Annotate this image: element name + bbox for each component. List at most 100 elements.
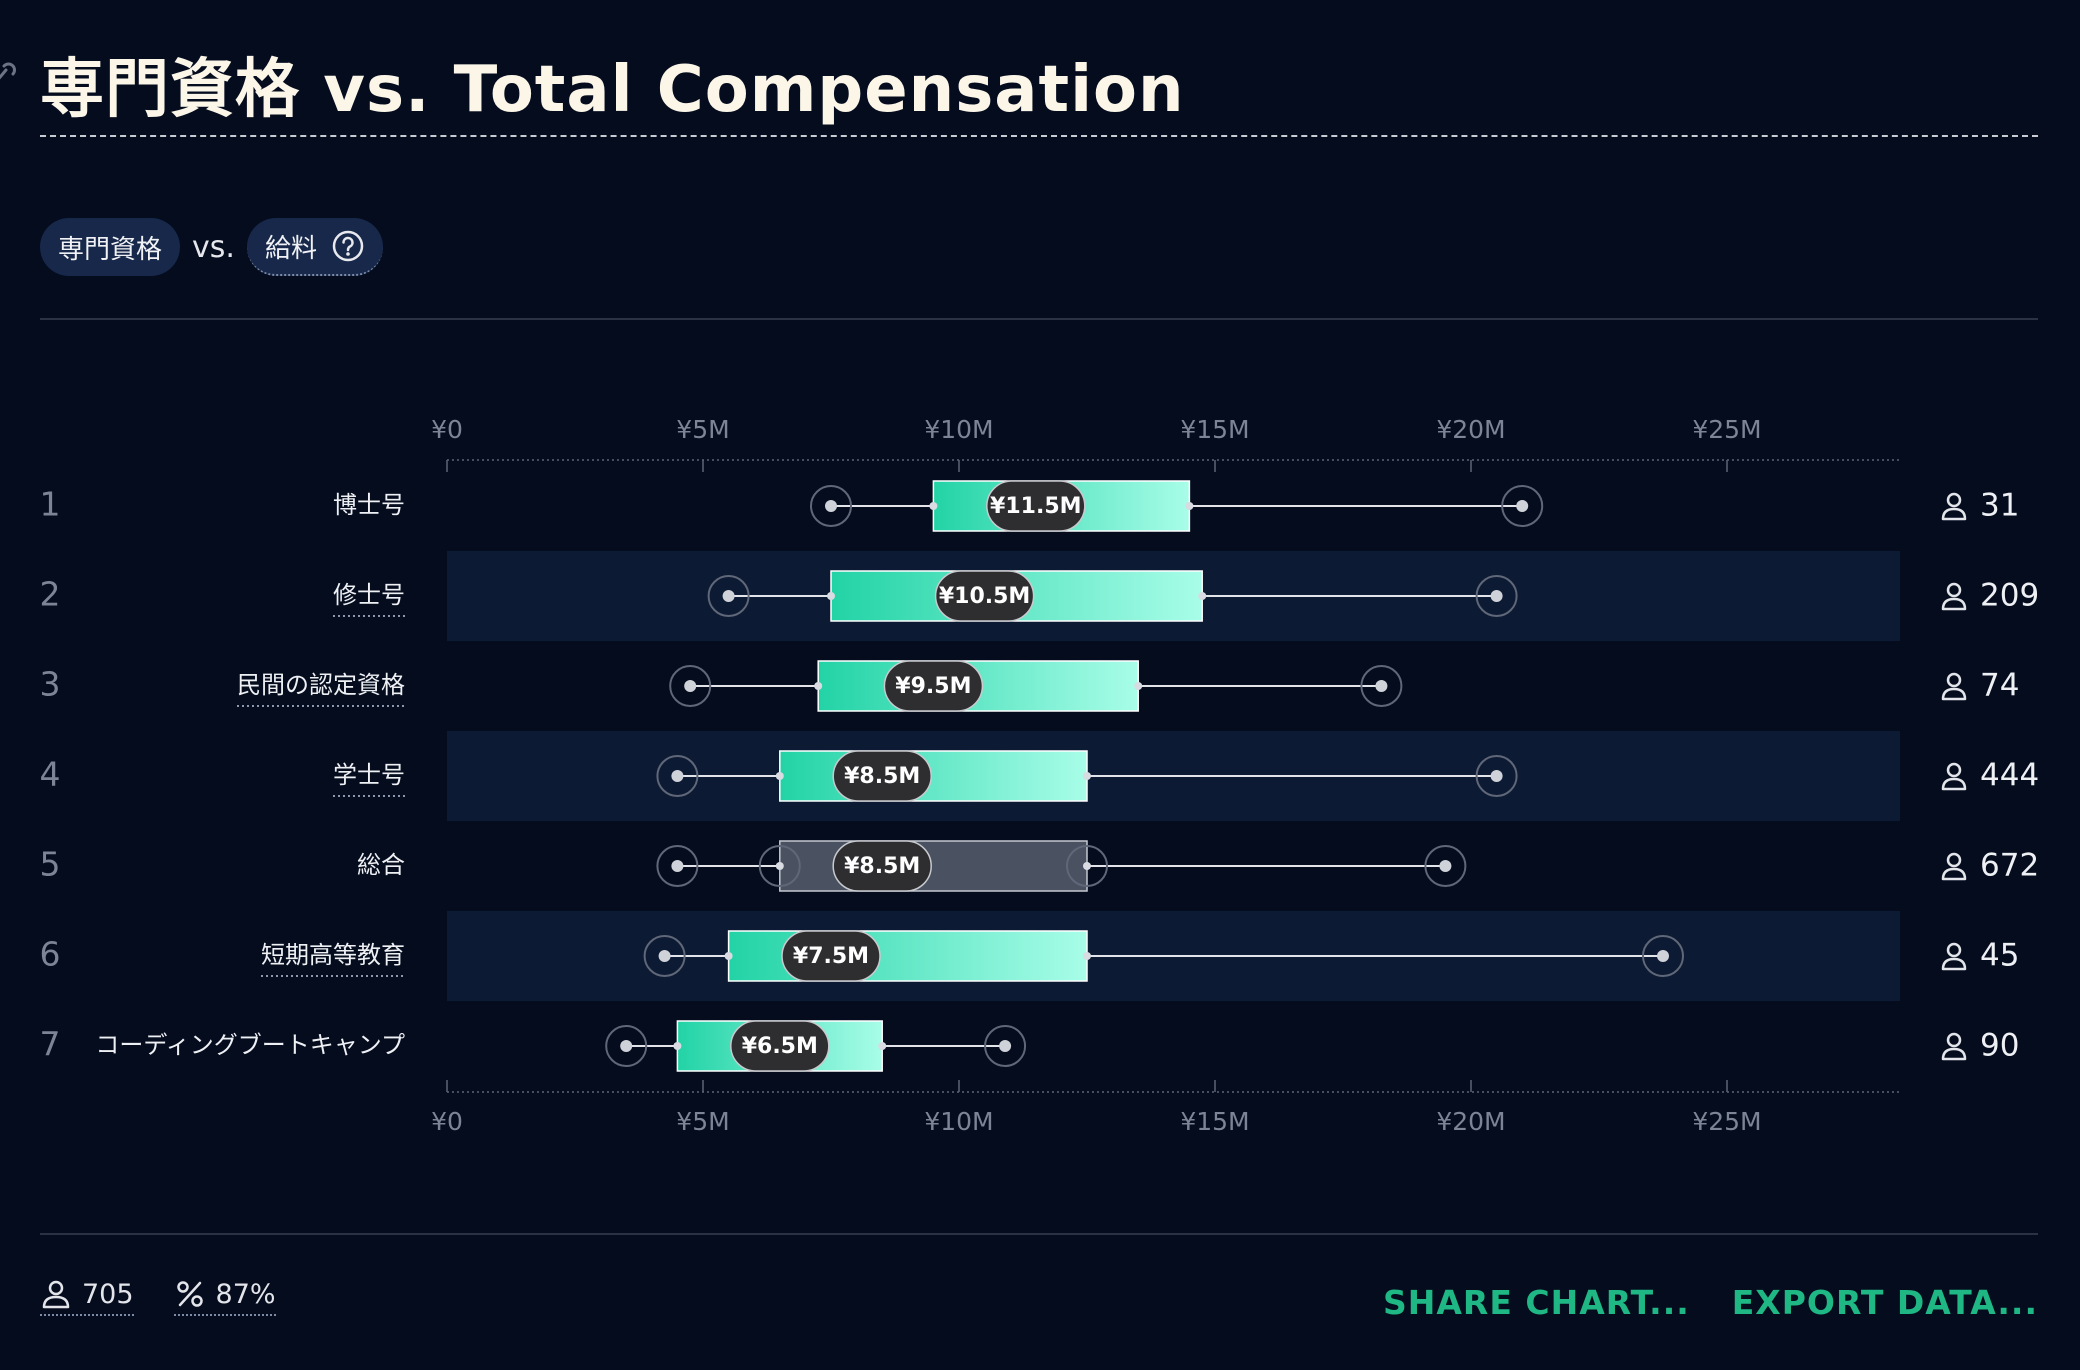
chart-row[interactable]: 5 総合 ¥8.5M 672 xyxy=(40,840,2040,892)
respondents-value: 705 xyxy=(82,1278,134,1310)
share-chart-link[interactable]: SHARE CHART... xyxy=(1382,1283,1690,1322)
chart-row[interactable]: 4 学士号 ¥8.5M 444 xyxy=(40,731,2040,821)
person-icon xyxy=(1941,867,1967,881)
dimension-filter-label: 専門資格 xyxy=(58,234,163,265)
percent-stat[interactable]: 87% xyxy=(173,1278,276,1316)
p10-ring xyxy=(707,575,750,617)
p75-marker xyxy=(1083,772,1091,780)
person-icon-head xyxy=(1946,672,1962,688)
title-divider xyxy=(40,135,2038,137)
p90-marker[interactable] xyxy=(1657,950,1669,962)
respondent-count: 45 xyxy=(1980,938,2019,974)
filter-divider xyxy=(40,318,2038,320)
median-label: ¥8.5M xyxy=(844,764,920,789)
p25-marker xyxy=(929,502,938,510)
p10-marker[interactable] xyxy=(825,500,837,512)
iqr-box[interactable] xyxy=(779,840,1088,892)
p10-marker[interactable] xyxy=(620,1040,633,1052)
p75-marker xyxy=(878,1042,887,1050)
p90-marker[interactable] xyxy=(1375,680,1388,692)
category-label: 総合 xyxy=(357,851,405,879)
p10-ring xyxy=(669,665,712,707)
p75-marker xyxy=(1198,592,1207,600)
x-tick-label-bottom: ¥25M xyxy=(1692,1107,1761,1136)
median-pill[interactable] xyxy=(934,570,1035,622)
respondent-count: 90 xyxy=(1980,1028,2019,1064)
dimension-filter-pill[interactable]: 専門資格 xyxy=(40,218,181,276)
footer-divider xyxy=(40,1233,2038,1235)
iqr-box[interactable] xyxy=(779,750,1088,802)
chart-row[interactable]: 3 民間の認定資格 ¥9.5M 74 xyxy=(40,660,2020,712)
median-label: ¥7.5M xyxy=(793,944,869,969)
p90-ring xyxy=(1424,845,1467,887)
median-label: ¥11.5M xyxy=(990,494,1081,519)
p90-ring xyxy=(1501,485,1544,527)
row-rank: 7 xyxy=(40,1025,61,1064)
median-pill[interactable] xyxy=(730,1020,830,1072)
p90-marker[interactable] xyxy=(999,1040,1012,1052)
x-tick-label-bottom: ¥15M xyxy=(1180,1107,1249,1136)
row-rank: 6 xyxy=(40,935,61,974)
person-icon-head xyxy=(1946,762,1962,778)
vs-label: vs. xyxy=(192,229,235,265)
category-label: 民間の認定資格 xyxy=(237,671,405,699)
footer-stats: 705 87% xyxy=(40,1278,276,1316)
metric-filter-pill[interactable]: 給料 xyxy=(246,218,383,276)
chart-row[interactable]: 7 コーディングブートキャンプ ¥6.5M 90 xyxy=(40,1020,2020,1072)
person-icon xyxy=(1941,687,1967,701)
category-label: 修士号 xyxy=(333,581,405,609)
chart-row[interactable]: 2 修士号 ¥10.5M 209 xyxy=(40,551,2040,641)
p10-marker[interactable] xyxy=(722,590,735,602)
p90-marker[interactable] xyxy=(1439,860,1452,872)
link-icon[interactable] xyxy=(0,60,18,90)
row-rank: 5 xyxy=(40,845,61,884)
x-tick-label-top: ¥10M xyxy=(924,415,993,444)
p10-marker[interactable] xyxy=(658,950,671,962)
chart-actions: SHARE CHART... EXPORT DATA... xyxy=(1383,1283,2038,1322)
person-icon-head xyxy=(1946,942,1962,958)
x-tick-label-bottom: ¥5M xyxy=(676,1107,729,1136)
row-rank: 4 xyxy=(40,755,61,794)
x-tick-label-top: ¥25M xyxy=(1692,415,1761,444)
p90-marker[interactable] xyxy=(1490,590,1503,602)
p75-marker xyxy=(1083,952,1091,960)
category-label: コーディングブートキャンプ xyxy=(95,1031,405,1059)
p25-marker xyxy=(814,682,823,690)
person-icon xyxy=(1941,957,1967,971)
p90-ring xyxy=(984,1025,1027,1067)
x-tick-label-top: ¥20M xyxy=(1436,415,1505,444)
x-tick-label-top: ¥0 xyxy=(431,415,463,444)
export-data-link[interactable]: EXPORT DATA... xyxy=(1731,1283,2038,1322)
x-tick-label-bottom: ¥20M xyxy=(1436,1107,1505,1136)
p10-ring xyxy=(656,755,699,797)
chart-row[interactable]: 1 博士号 ¥11.5M 31 xyxy=(40,480,2020,532)
metric-filter-label: 給料 xyxy=(264,233,317,264)
person-icon xyxy=(1941,597,1967,611)
p10-ring xyxy=(643,935,686,977)
row-rank: 1 xyxy=(40,485,61,524)
category-label: 短期高等教育 xyxy=(261,941,405,969)
chart-row[interactable]: 6 短期高等教育 ¥7.5M 45 xyxy=(40,911,2020,1001)
median-pill[interactable] xyxy=(832,840,932,892)
p10-marker[interactable] xyxy=(671,860,684,872)
p25-marker xyxy=(775,862,784,870)
person-icon-head xyxy=(1946,852,1962,868)
median-label: ¥6.5M xyxy=(742,1034,818,1059)
respondents-stat[interactable]: 705 xyxy=(40,1278,134,1316)
median-pill[interactable] xyxy=(986,480,1086,532)
p90-marker[interactable] xyxy=(1490,770,1503,782)
median-pill[interactable] xyxy=(883,660,984,712)
median-label: ¥10.5M xyxy=(939,584,1030,609)
p90-ring xyxy=(1642,935,1684,977)
median-label: ¥8.5M xyxy=(844,854,920,879)
p10-ring xyxy=(810,485,852,527)
median-pill[interactable] xyxy=(832,750,932,802)
median-pill[interactable] xyxy=(781,930,881,982)
respondent-count: 31 xyxy=(1980,488,2019,524)
p90-marker[interactable] xyxy=(1516,500,1529,512)
help-icon[interactable] xyxy=(331,229,365,263)
p10-marker[interactable] xyxy=(671,770,684,782)
x-tick-label-bottom: ¥0 xyxy=(431,1107,463,1136)
p10-marker[interactable] xyxy=(684,680,697,692)
p25-ring xyxy=(758,845,801,887)
